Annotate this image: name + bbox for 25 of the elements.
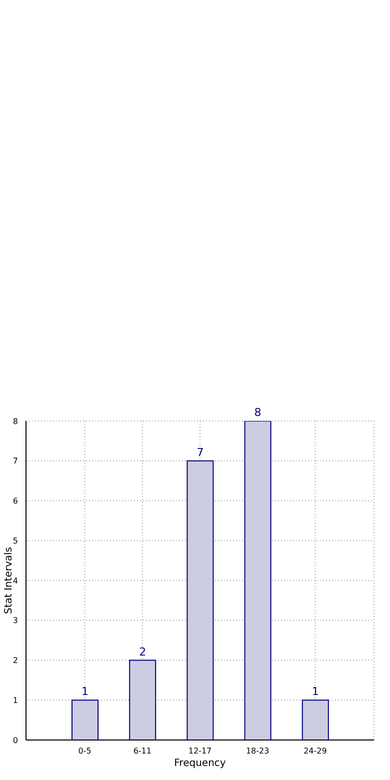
bar: [186, 460, 214, 740]
y-tick-label: 0: [12, 736, 18, 745]
y-tick-label: 8: [12, 416, 18, 426]
y-tick-label: 6: [12, 496, 18, 506]
y-tick-label: 5: [12, 536, 18, 546]
data-label: 1: [82, 685, 88, 698]
bar: [302, 700, 329, 740]
bar: [129, 660, 156, 740]
x-tick-label: 24-29: [304, 746, 327, 756]
x-tick-label: 0-5: [78, 746, 92, 756]
y-tick-label: 7: [12, 456, 18, 466]
data-label: 8: [254, 406, 262, 419]
x-tick-label: 6-11: [133, 746, 152, 756]
bar: [244, 421, 272, 740]
data-label: 1: [312, 685, 319, 698]
x-tick-label: 12-17: [188, 746, 212, 756]
x-axis-title: Frequency: [174, 758, 226, 769]
y-tick-label: 4: [12, 576, 18, 586]
y-tick-label: 1: [12, 696, 18, 705]
y-tick-label: 2: [12, 656, 18, 666]
data-label: 2: [139, 645, 146, 658]
x-tick-label: 18-23: [246, 746, 270, 756]
y-tick-label: 3: [12, 616, 18, 626]
data-label: 7: [196, 446, 204, 459]
bar: [72, 700, 98, 740]
